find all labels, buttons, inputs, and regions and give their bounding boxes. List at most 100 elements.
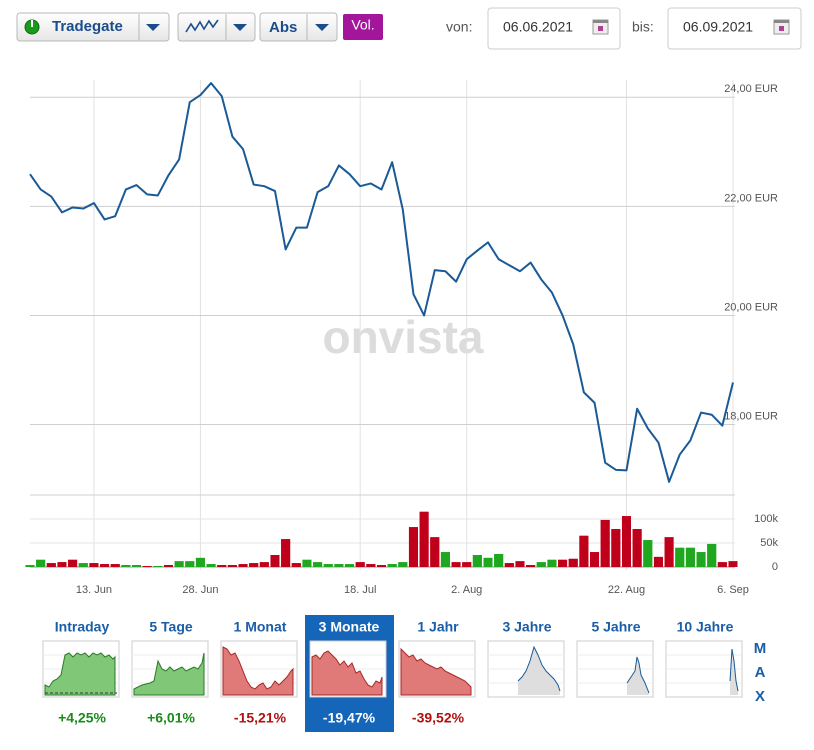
volume-bar	[323, 564, 333, 567]
volume-bar	[494, 554, 504, 567]
y-tick-label: 20,00 EUR	[724, 301, 778, 313]
x-tick-label: 13. Jun	[76, 584, 112, 596]
volume-bar	[558, 559, 568, 567]
to-label: bis:	[632, 19, 654, 35]
volume-bar	[707, 543, 717, 567]
y-tick-label: 18,00 EUR	[724, 410, 778, 422]
period-change: -39,52%	[412, 710, 465, 726]
volume-bar	[132, 565, 142, 567]
from-date-input[interactable]: 06.06.2021	[487, 7, 621, 50]
thumbnail	[42, 640, 120, 698]
thumbnail	[309, 640, 387, 698]
volume-bar	[590, 552, 600, 567]
exchange-select[interactable]: Tradegate	[16, 12, 170, 42]
x-tick-label: 2. Aug	[451, 584, 482, 596]
thumbnail	[220, 640, 298, 698]
volume-bar	[36, 559, 46, 567]
x-tick-label: 22. Aug	[608, 584, 645, 596]
x-tick-label: 28. Jun	[182, 584, 218, 596]
volume-bar	[355, 562, 365, 567]
volume-bar	[153, 566, 163, 567]
chart-type-select[interactable]	[177, 12, 256, 42]
volume-bar	[675, 547, 685, 567]
volume-bar	[249, 563, 259, 567]
volume-bar	[89, 563, 99, 567]
volume-bar	[217, 565, 227, 567]
volume-bar	[110, 564, 120, 567]
y2-tick-label: 100k	[754, 513, 778, 525]
volume-bar	[515, 561, 525, 567]
mode-label: Abs	[269, 19, 297, 36]
period-label: Intraday	[55, 619, 110, 635]
from-label: von:	[446, 19, 472, 35]
to-date-input[interactable]: 06.09.2021	[667, 7, 802, 50]
mode-select[interactable]: Abs	[259, 12, 338, 42]
volume-bar	[206, 564, 216, 567]
period-tab[interactable]: 5 Tage +6,01%	[147, 619, 195, 726]
volume-bar	[547, 559, 557, 567]
period-label: 1 Jahr	[417, 619, 459, 635]
volume-bar	[195, 557, 205, 567]
volume-bar	[483, 557, 493, 567]
period-change: -15,21%	[234, 710, 287, 726]
price-line	[29, 82, 734, 483]
volume-bar	[57, 562, 67, 567]
volume-bar	[526, 565, 536, 567]
period-tab[interactable]: 1 Monat -15,21%	[234, 619, 287, 726]
max-tab[interactable]: MAX	[752, 640, 769, 712]
volume-bar	[408, 527, 418, 567]
volume-bar	[78, 563, 88, 567]
volume-bar	[345, 564, 355, 567]
volume-bar	[302, 559, 312, 567]
volume-bar	[313, 562, 323, 567]
thumbnail	[576, 640, 654, 698]
volume-bar	[579, 535, 589, 567]
thumbnail	[398, 640, 476, 698]
watermark: onvista	[322, 311, 483, 363]
volume-bar	[632, 529, 642, 567]
period-label: 1 Monat	[234, 619, 287, 635]
to-date: 06.09.2021	[683, 19, 753, 35]
volume-bar	[430, 537, 440, 567]
volume-bar	[259, 562, 269, 567]
volume-button-label: Vol.	[351, 17, 374, 33]
exchange-label: Tradegate	[52, 18, 123, 35]
volume-button[interactable]: Vol.	[343, 14, 383, 40]
x-tick-label: 18. Jul	[344, 584, 376, 596]
period-change: -19,47%	[323, 710, 376, 726]
chart: 13. Jun 28. Jun 18. Jul 2. Aug 22. Aug 6. Sep…	[25, 80, 778, 596]
volume-bar	[121, 565, 131, 567]
period-label: 3 Jahre	[502, 619, 551, 635]
volume-bar	[398, 562, 408, 567]
period-label: 5 Tage	[149, 619, 193, 635]
period-tab[interactable]: 3 Jahre	[502, 619, 551, 635]
thumbnails	[42, 640, 743, 698]
volume-bar	[653, 556, 663, 567]
volume-bar	[163, 565, 173, 567]
volume-bar	[462, 562, 472, 567]
volume-bar	[536, 562, 546, 567]
thumbnail	[131, 640, 209, 698]
volume-bar	[568, 558, 578, 567]
volume-bar	[270, 555, 280, 567]
thumbnail	[487, 640, 565, 698]
period-label: 3 Monate	[319, 619, 380, 635]
volume-bar	[68, 559, 78, 567]
period-tab[interactable]: Intraday +4,25%	[55, 619, 110, 726]
period-label: 10 Jahre	[677, 619, 734, 635]
volume-bar	[696, 552, 706, 567]
volume-bar	[664, 537, 674, 567]
period-tab[interactable]: 10 Jahre	[677, 619, 734, 635]
volume-bar	[238, 564, 248, 567]
period-tab[interactable]: 5 Jahre	[591, 619, 640, 635]
y2-tick-label: 0	[772, 561, 778, 573]
period-tab[interactable]: 1 Jahr -39,52%	[412, 619, 465, 726]
volume-bar	[440, 552, 450, 567]
volume-bar	[472, 555, 482, 567]
period-change: +4,25%	[58, 710, 106, 726]
volume-bar	[717, 562, 727, 567]
from-date: 06.06.2021	[503, 19, 573, 35]
volume-bar	[621, 516, 631, 567]
volume-bar	[25, 565, 35, 567]
